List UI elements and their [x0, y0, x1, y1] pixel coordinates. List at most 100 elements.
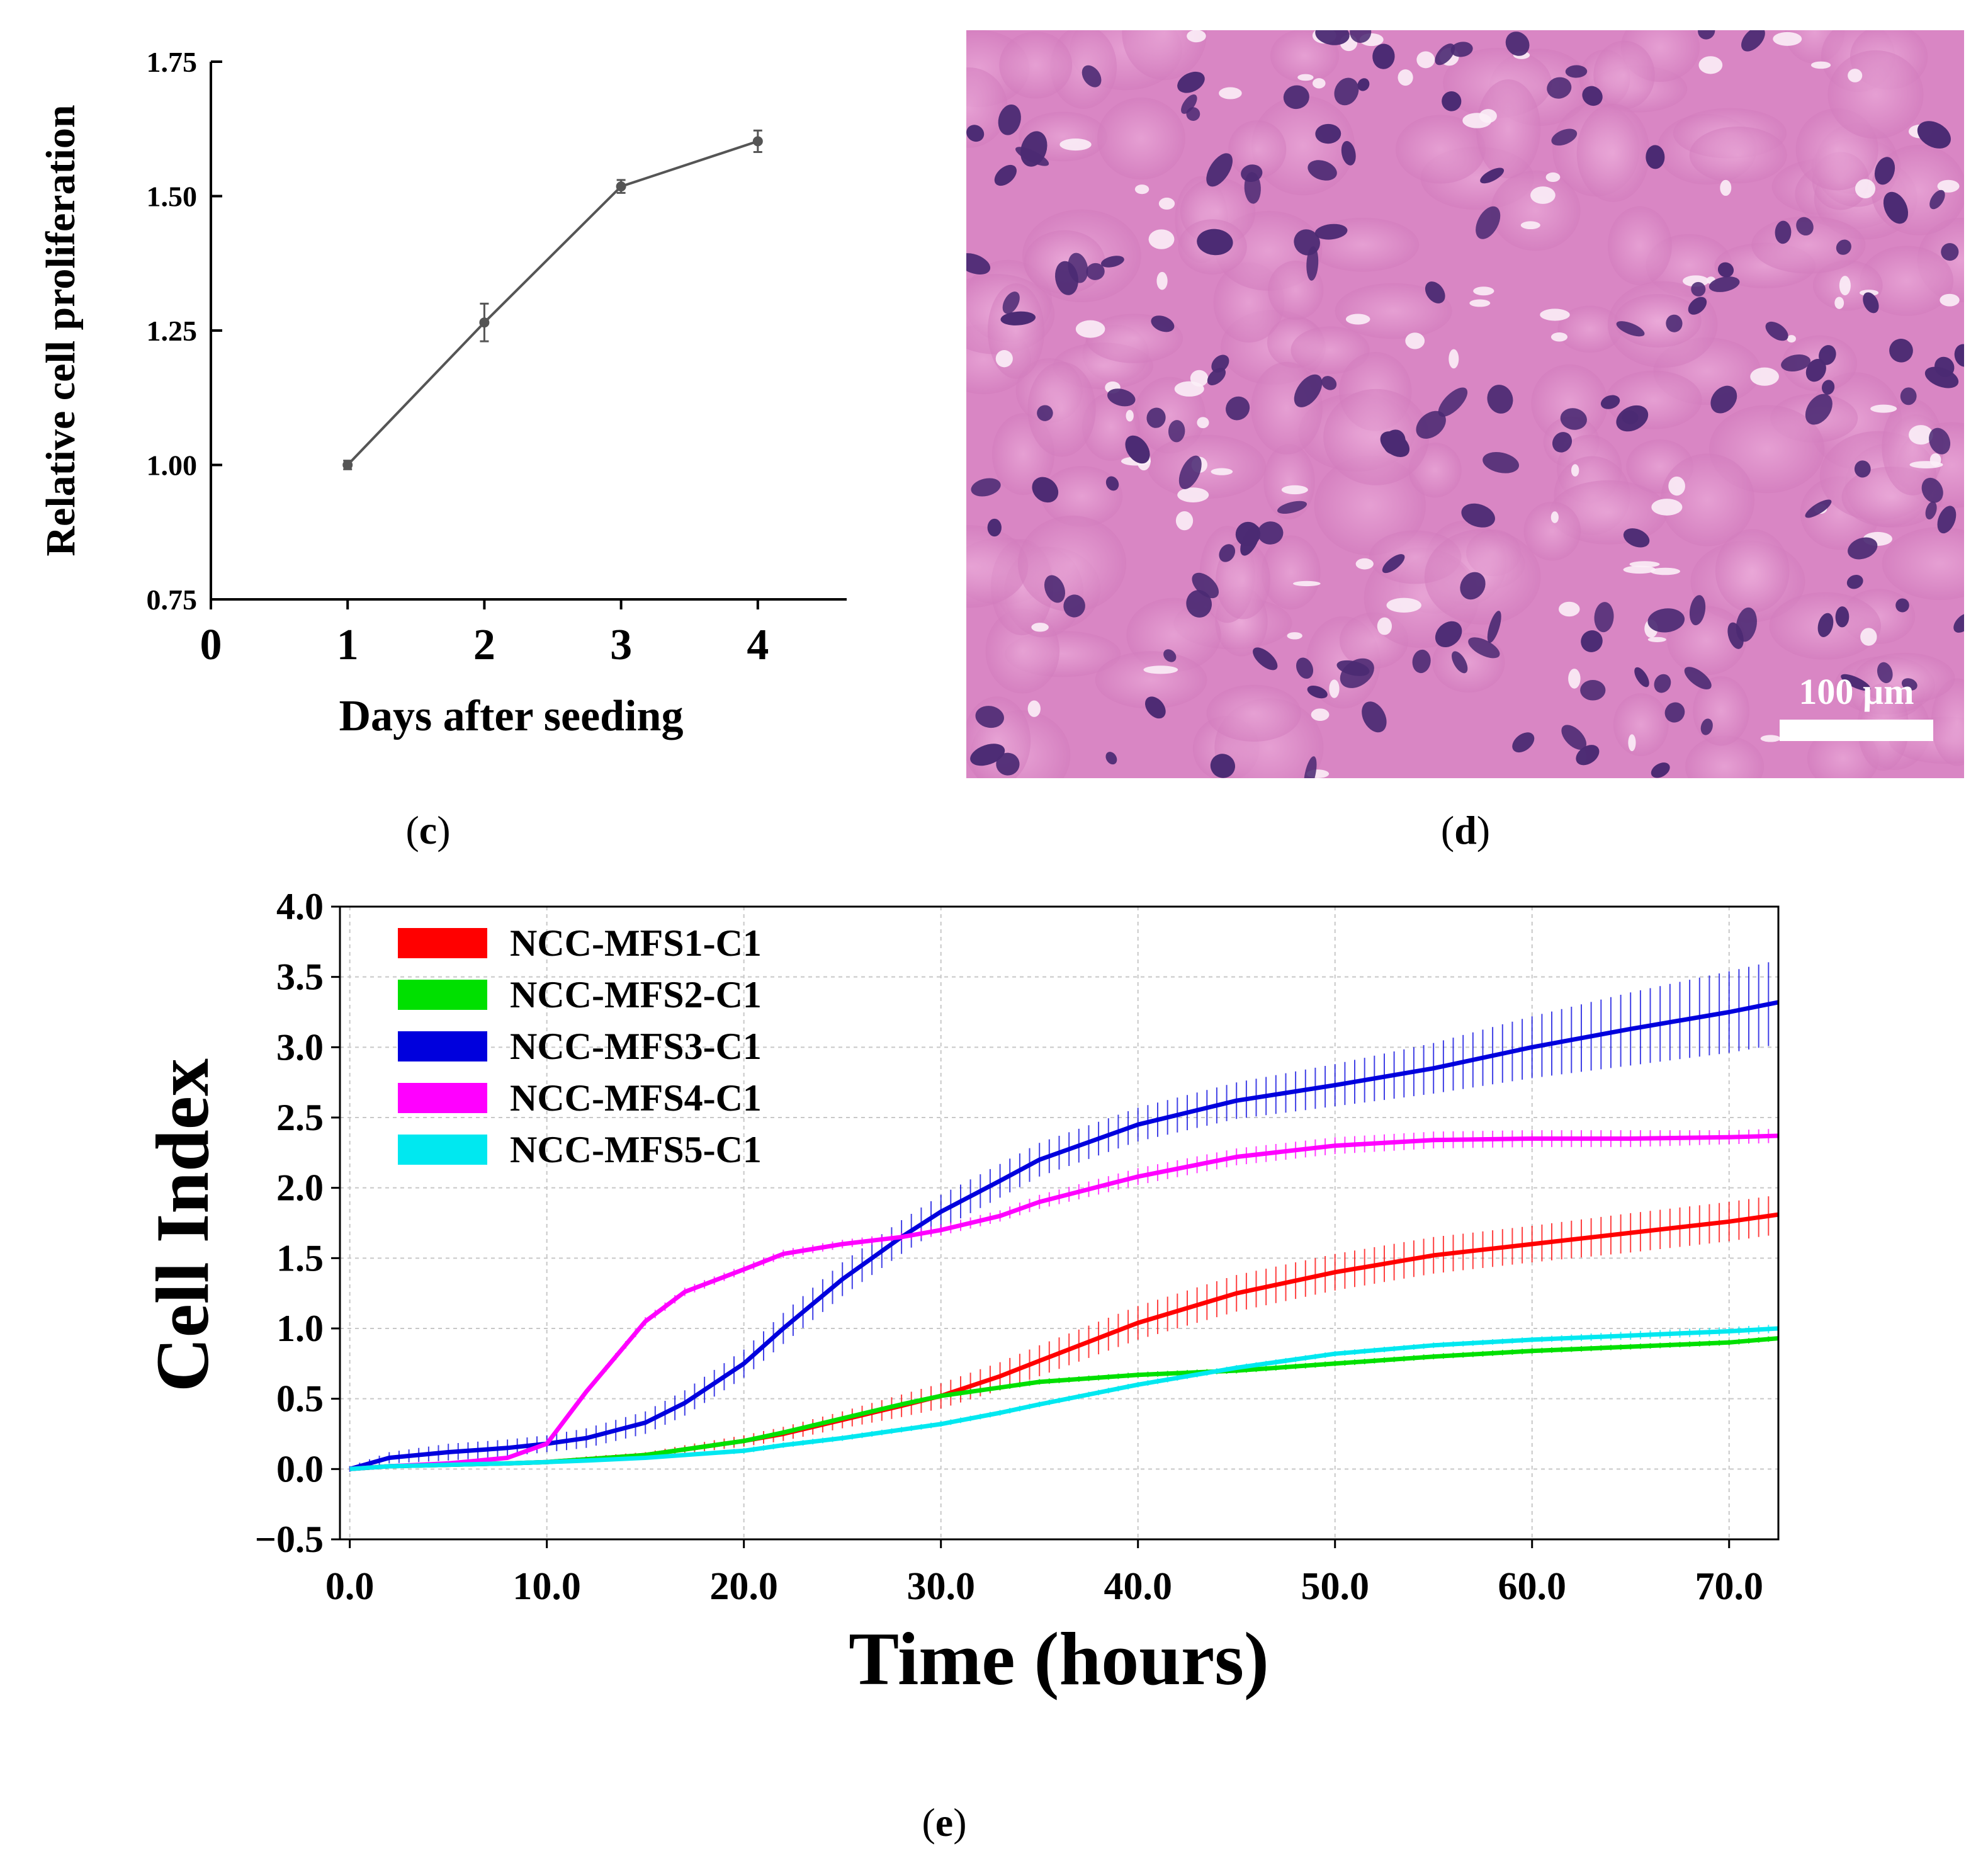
he-gap	[1668, 476, 1685, 496]
e-series-ncc-mfs4-c1	[349, 1133, 1779, 1471]
he-nucleus	[1105, 752, 1117, 765]
he-gap	[1860, 628, 1877, 646]
he-nucleus	[1817, 613, 1834, 637]
he-nucleus	[1547, 77, 1572, 99]
he-gap	[1126, 410, 1134, 422]
he-nucleus	[1294, 374, 1323, 407]
he-cell	[1523, 501, 1581, 561]
he-cell	[1685, 735, 1765, 778]
he-nucleus	[1889, 339, 1913, 363]
c-y-tick-label: 1.00	[147, 450, 198, 482]
he-nucleus	[1240, 525, 1260, 556]
he-nucleus	[1382, 554, 1405, 574]
he-nucleus	[1765, 321, 1788, 341]
e-series-ncc-mfs2-c1	[349, 1336, 1779, 1471]
he-nucleus	[1900, 387, 1917, 405]
he-nucleus	[1684, 667, 1712, 689]
he-gap	[1312, 78, 1326, 89]
e-y-tick-label: −0.5	[255, 1519, 324, 1560]
he-gap	[1650, 567, 1681, 575]
he-nucleus	[1805, 393, 1833, 425]
he-nucleus	[1125, 435, 1150, 464]
he-nucleus	[1848, 537, 1878, 560]
he-nucleus	[1925, 501, 1937, 520]
he-nucleus	[1450, 42, 1473, 57]
he-nucleus	[1934, 356, 1955, 377]
he-nucleus	[1954, 344, 1964, 367]
he-gap	[1219, 87, 1242, 99]
c-x-tick-label: 3	[610, 621, 632, 669]
he-nucleus	[1953, 613, 1964, 633]
he-gap	[1550, 511, 1559, 523]
panel-label-d-close: )	[1476, 808, 1491, 852]
he-nucleus	[1805, 358, 1826, 382]
he-nucleus	[966, 253, 991, 275]
he-nucleus	[1512, 732, 1535, 753]
he-nucleus	[1438, 387, 1468, 417]
he-nucleus	[1350, 30, 1372, 43]
he-nucleus	[1819, 345, 1836, 365]
he-nucleus	[1304, 756, 1317, 778]
he-cell	[1882, 527, 1964, 601]
he-gap	[1520, 221, 1540, 230]
he-nucleus	[994, 164, 1017, 186]
chart-c-proliferation: 0.75 1.00 1.25 1.50 1.75 0 1 2 3 4 Relative cell…	[38, 46, 847, 740]
he-gap	[1760, 735, 1781, 742]
he-nucleus	[1032, 477, 1059, 503]
he-gap	[1175, 511, 1194, 531]
he-nucleus	[1921, 477, 1943, 503]
he-nucleus	[966, 125, 985, 142]
he-cell	[1667, 606, 1746, 676]
he-nucleus	[1468, 637, 1500, 659]
he-nucleus	[1805, 499, 1832, 518]
he-nucleus	[1178, 455, 1202, 489]
he-nucleus	[1241, 164, 1263, 182]
he-nucleus	[1145, 696, 1166, 719]
he-nucleus	[1689, 595, 1706, 626]
e-error-bars-ncc-mfs5-c1	[723, 1324, 1779, 1455]
he-nucleus	[1020, 131, 1048, 167]
c-y-axis-label: Relative cell proliferation	[38, 105, 84, 556]
he-nucleus	[1044, 575, 1066, 603]
he-cell	[1027, 361, 1096, 457]
he-cell	[1715, 529, 1790, 613]
he-gap	[1623, 565, 1656, 574]
e-y-tick-label: 3.0	[276, 1026, 324, 1068]
e-legend-label: NCC-MFS2-C1	[510, 974, 762, 1016]
he-nucleus	[1210, 754, 1236, 778]
he-cell	[1860, 246, 1954, 316]
he-nucleus	[1691, 281, 1706, 297]
he-nucleus	[1412, 649, 1431, 674]
he-gap	[1377, 617, 1392, 635]
e-series-ncc-mfs5-c1	[349, 1326, 1779, 1471]
he-nucleus	[1576, 745, 1600, 766]
he-nucleus	[1362, 701, 1387, 733]
c-y-tick-label: 0.75	[147, 584, 198, 616]
e-y-tick-label: 4.0	[276, 886, 324, 927]
he-cell	[1576, 103, 1650, 203]
he-nucleus	[998, 104, 1021, 135]
he-nucleus	[987, 518, 1002, 537]
he-cell	[1827, 50, 1924, 139]
he-nucleus	[971, 478, 1001, 497]
panel-label-e-open: (	[922, 1800, 935, 1845]
he-gap	[1469, 299, 1491, 307]
he-gap	[1651, 499, 1683, 516]
chart-e-cell-index: −0.50.00.51.01.52.02.53.03.54.0 0.0 10.0 2…	[140, 886, 1780, 1701]
he-gap	[1530, 186, 1556, 204]
he-gap	[1929, 453, 1941, 467]
he-gap	[1329, 679, 1340, 698]
he-nucleus	[1929, 427, 1951, 455]
e-y-tick-label: 1.5	[276, 1237, 324, 1279]
he-gap	[1545, 172, 1561, 183]
he-gap	[1848, 69, 1863, 82]
he-nucleus	[1622, 410, 1639, 424]
he-gap	[1059, 139, 1092, 151]
e-legend-swatch	[398, 980, 487, 1010]
he-cell	[1395, 115, 1486, 184]
he-gap	[1462, 113, 1492, 128]
he-nucleus	[1307, 160, 1337, 181]
he-gap	[1568, 669, 1581, 689]
he-nucleus	[1151, 315, 1175, 332]
he-nucleus	[1552, 432, 1573, 453]
